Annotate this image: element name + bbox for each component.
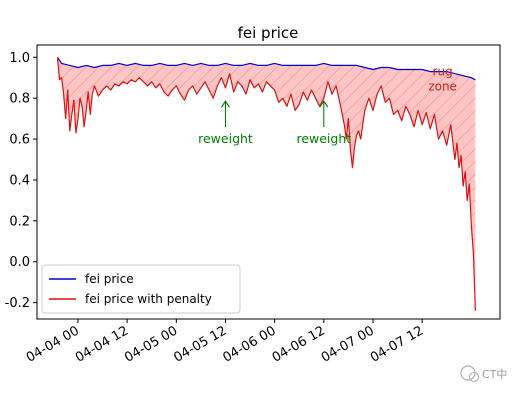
y-tick-label: 0.4 bbox=[9, 173, 30, 188]
y-tick-label: 0.8 bbox=[9, 92, 30, 107]
plot-frame bbox=[36, 44, 501, 320]
x-tick-label: 04-04 12 bbox=[73, 323, 131, 365]
x-tick-label: 04-05 12 bbox=[171, 323, 229, 365]
reweight-arrowhead-2 bbox=[319, 100, 329, 108]
chart-title: fei price bbox=[238, 24, 299, 42]
y-tick-label: 0.0 bbox=[9, 255, 30, 270]
x-tick-label: 04-04 00 bbox=[24, 323, 82, 365]
x-tick-label: 04-06 00 bbox=[221, 323, 279, 365]
watermark: CT中 bbox=[460, 365, 507, 383]
legend: fei price fei price with penalty bbox=[41, 264, 241, 314]
series-line-fei-price bbox=[57, 56, 476, 81]
y-tick-label: 0.6 bbox=[9, 133, 30, 148]
reweight-arrowhead-1 bbox=[221, 100, 230, 108]
series-line-fei-price-with-penalty bbox=[56, 57, 476, 311]
reweight-annotation-1: reweight bbox=[198, 131, 253, 146]
legend-box bbox=[41, 264, 241, 314]
y-tick-label: 1.0 bbox=[9, 51, 30, 66]
rug-zone-label-2: zone bbox=[428, 80, 457, 94]
y-tick-label: 0.2 bbox=[9, 214, 30, 229]
rug-zone-label-1: rug bbox=[433, 65, 453, 79]
x-tick-label: 04-05 00 bbox=[122, 323, 180, 365]
legend-label-fei-price: fei price bbox=[85, 272, 134, 286]
watermark-text: CT中 bbox=[482, 368, 507, 381]
x-tick-label: 04-06 12 bbox=[270, 323, 328, 365]
x-tick-label: 04-07 12 bbox=[368, 323, 426, 365]
legend-label-fei-price-with-penalty: fei price with penalty bbox=[85, 292, 212, 306]
reweight-annotation-2: reweight bbox=[296, 131, 351, 146]
y-tick-label: -0.2 bbox=[5, 296, 30, 311]
x-tick-label: 04-07 00 bbox=[319, 323, 377, 365]
penalty-fill-area bbox=[57, 57, 476, 311]
wechat-icon-inner bbox=[468, 371, 480, 383]
